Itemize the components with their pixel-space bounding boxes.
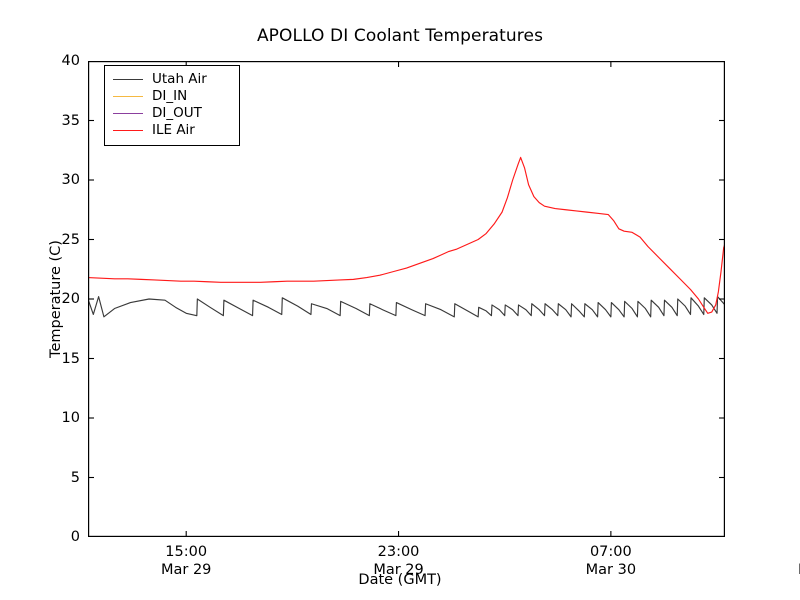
series-line-utah-air [88,296,725,318]
legend-entry-utah-air[interactable]: Utah Air [111,71,233,88]
plot-svg [88,61,725,537]
series-layer [88,156,725,318]
x-tick-time: 23:00 [377,544,420,560]
x-tick-time: 07:00 [589,544,632,560]
tick-marks [88,61,725,537]
legend-entry-di-in[interactable]: DI_IN [111,88,233,105]
legend-swatch-utah-air [113,79,143,80]
legend-entry-di-out[interactable]: DI_OUT [111,105,233,122]
legend-entry-ile-air[interactable]: ILE Air [111,122,233,139]
plot-area [88,61,725,537]
legend-swatch-ile-air [113,130,143,131]
x-axis-label: Date (GMT) [358,572,442,588]
legend-box: Utah Air DI_IN DI_OUT ILE Air [104,65,240,146]
y-axis-label: Temperature (C) [48,240,64,358]
legend-label-di-out: DI_OUT [152,104,202,121]
legend-swatch-di-in [113,96,143,97]
legend-swatch-di-out [113,113,143,114]
x-tick-time: 15:00 [165,544,208,560]
legend-label-di-in: DI_IN [152,87,188,104]
series-line-ile-air [88,156,725,314]
legend-label-ile-air: ILE Air [152,121,195,138]
chart-title: APOLLO DI Coolant Temperatures [256,26,544,46]
legend-label-utah-air: Utah Air [152,70,207,87]
